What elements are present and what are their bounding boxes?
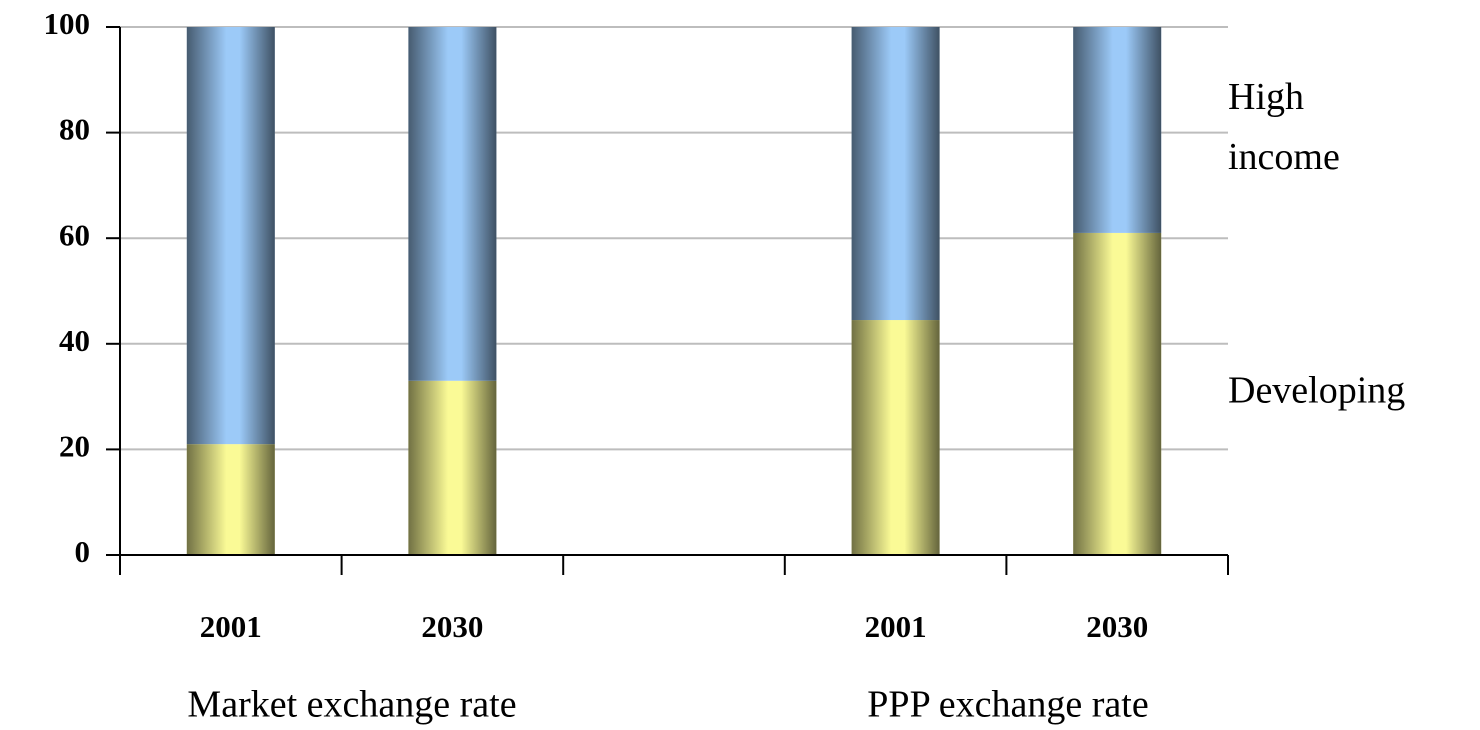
bar-shade (851, 320, 940, 555)
x-tick-label: 2030 (421, 609, 483, 644)
x-tick-label: 2030 (1086, 609, 1148, 644)
bars (186, 27, 1162, 556)
x-tick-label: 2001 (865, 609, 927, 644)
y-tick-label: 0 (75, 534, 91, 569)
y-tick-label: 40 (59, 323, 90, 358)
series-label: High income (1228, 76, 1340, 178)
series-label-line: High (1228, 76, 1304, 118)
bar-shade (1073, 232, 1162, 556)
bar-shade (408, 27, 497, 381)
x-tick-label: 2001 (200, 609, 262, 644)
bar-shade (186, 27, 275, 445)
y-tick-label: 100 (44, 6, 91, 41)
series-label: Developing (1228, 370, 1405, 412)
bar-shade (1073, 27, 1162, 233)
y-tick-label: 20 (59, 429, 90, 464)
grid (120, 26, 1228, 451)
bar-shade (851, 27, 940, 321)
y-tick-label: 80 (59, 112, 90, 147)
y-tick-label: 60 (59, 217, 90, 252)
group-label: Market exchange rate (187, 684, 516, 726)
series-label-line: income (1228, 136, 1340, 178)
bar-shade (408, 380, 497, 555)
bar-shade (186, 444, 275, 555)
group-label: PPP exchange rate (867, 684, 1148, 726)
axes: 0 20 40 60 80 100 2001 2030 2001 2030 (44, 6, 1229, 644)
